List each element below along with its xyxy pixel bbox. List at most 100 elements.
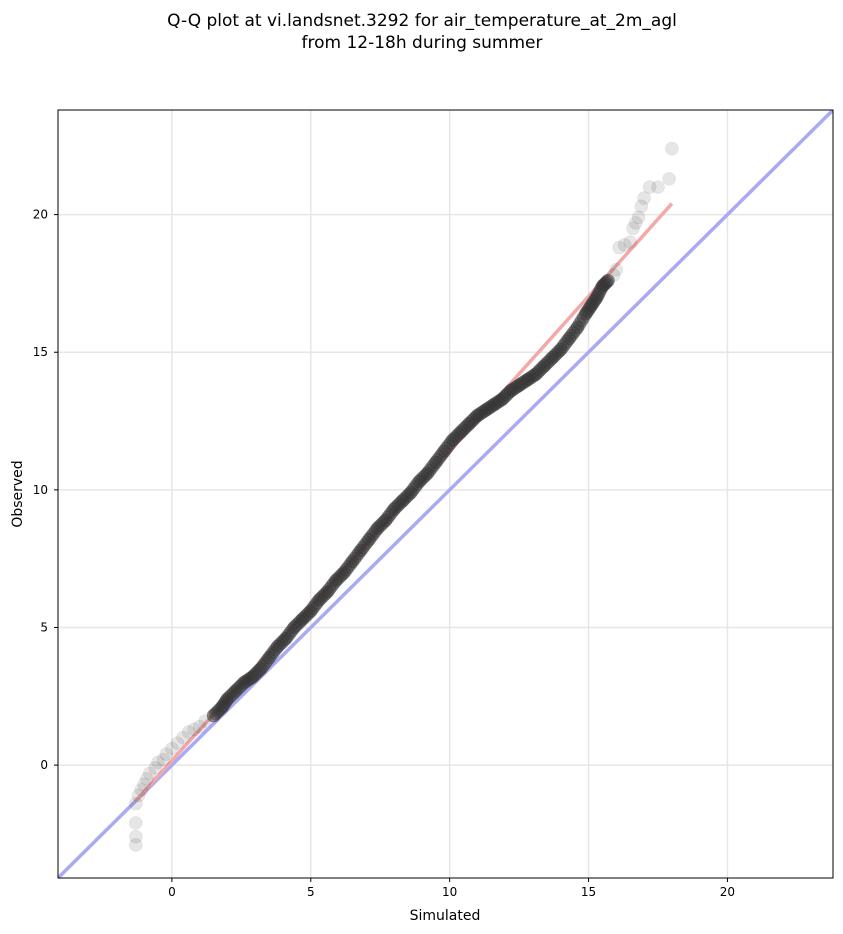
- qq-point-interp: [281, 628, 295, 643]
- qq-point-interp: [408, 480, 422, 494]
- x-axis-label: Simulated: [410, 908, 481, 924]
- qq-point-interp: [310, 595, 324, 610]
- qq-point-interp: [451, 427, 466, 441]
- qq-point-interp: [322, 582, 337, 596]
- qq-point-interp: [564, 328, 578, 343]
- qq-point: [428, 455, 443, 470]
- qq-point-interp: [366, 527, 381, 541]
- qq-point: [148, 761, 163, 775]
- qq-point-interp: [341, 560, 356, 574]
- qq-point-interp: [231, 681, 245, 696]
- qq-point-interp: [256, 659, 270, 673]
- qq-point-interp: [543, 353, 558, 367]
- qq-point-interp: [219, 694, 233, 708]
- qq-point-interp: [587, 294, 601, 309]
- qq-point-interp: [597, 277, 611, 292]
- qq-point: [151, 755, 165, 770]
- qq-point-interp: [591, 287, 606, 302]
- qq-point: [662, 172, 676, 186]
- qq-point-interp: [268, 642, 283, 657]
- qq-point-interp: [224, 688, 239, 702]
- qq-point-interp: [439, 441, 453, 456]
- qq-point-interp: [208, 706, 223, 721]
- qq-point: [651, 180, 665, 194]
- qq-point-interp: [483, 400, 497, 415]
- qq-point: [345, 554, 360, 569]
- qq-point-interp: [447, 431, 462, 446]
- qq-point-interp: [372, 519, 387, 534]
- qq-point-interp: [510, 379, 524, 394]
- qq-point-interp: [331, 571, 345, 586]
- qq-point-interp: [472, 407, 487, 421]
- qq-point: [445, 433, 460, 448]
- qq-point-interp: [258, 656, 272, 671]
- qq-point-interp: [531, 365, 545, 379]
- qq-point: [128, 796, 143, 811]
- chart-title-line-2: from 12-18h during summer: [302, 33, 543, 53]
- grid: [58, 110, 833, 878]
- qq-point-interp: [368, 524, 383, 538]
- qq-point-interp: [243, 671, 258, 686]
- qq-point-interp: [333, 569, 347, 584]
- qq-point-interp: [289, 618, 303, 633]
- qq-point-interp: [481, 401, 495, 416]
- qq-point: [220, 692, 235, 706]
- qq-point-interp: [414, 472, 428, 487]
- qq-point-interp: [526, 368, 541, 383]
- qq-point-interp: [347, 551, 362, 566]
- qq-point-interp: [426, 458, 441, 472]
- y-axis-label: Observed: [10, 460, 26, 527]
- qq-point-interp: [276, 633, 291, 648]
- qq-point-interp: [316, 589, 331, 603]
- qq-point-interp: [213, 702, 227, 717]
- qq-point-interp: [518, 374, 533, 388]
- qq-point: [378, 513, 393, 527]
- qq-point-interp: [551, 344, 566, 359]
- qq-point: [495, 392, 510, 406]
- x-tick-label: 20: [720, 885, 735, 899]
- qq-point-interp: [580, 304, 594, 319]
- qq-point: [128, 838, 143, 852]
- qq-point-interp: [318, 586, 333, 601]
- qq-point: [628, 216, 643, 230]
- qq-point-interp: [516, 375, 531, 390]
- qq-point: [387, 502, 401, 516]
- qq-point: [303, 604, 318, 618]
- qq-point-interp: [241, 673, 256, 687]
- qq-point: [403, 485, 418, 500]
- qq-point: [665, 141, 679, 156]
- y-tick-label: 5: [40, 621, 48, 635]
- qq-point: [295, 612, 310, 627]
- qq-point-interp: [418, 468, 433, 483]
- qq-point-interp: [360, 535, 374, 549]
- qq-point: [420, 466, 435, 481]
- qq-point-interp: [272, 637, 287, 652]
- qq-point-interp: [456, 423, 470, 437]
- qq-point-interp: [297, 610, 312, 624]
- qq-point: [156, 752, 171, 767]
- qq-point-interp: [339, 562, 353, 577]
- qq-point: [159, 747, 174, 761]
- qq-point-interp: [449, 429, 464, 443]
- qq-point: [287, 620, 301, 635]
- chart-title-line-1: Q-Q plot at vi.landsnet.3292 for air_tem…: [167, 11, 677, 31]
- qq-point: [131, 788, 146, 803]
- qq-point: [412, 474, 426, 489]
- qq-point: [245, 670, 260, 684]
- qq-point-interp: [501, 386, 516, 400]
- qq-point: [528, 367, 543, 382]
- qq-point-interp: [489, 396, 503, 410]
- qq-point-interp: [422, 463, 437, 478]
- qq-point-interp: [335, 567, 349, 582]
- qq-point-interp: [535, 361, 549, 375]
- qq-point-interp: [594, 282, 608, 296]
- qq-point-interp: [356, 540, 370, 555]
- qq-point-interp: [435, 447, 449, 461]
- qq-point: [553, 342, 568, 357]
- plot-area: [58, 110, 833, 878]
- qq-point-interp: [249, 666, 264, 680]
- qq-point-interp: [217, 696, 232, 711]
- qq-point-interp: [497, 390, 512, 404]
- qq-point-interp: [468, 410, 483, 425]
